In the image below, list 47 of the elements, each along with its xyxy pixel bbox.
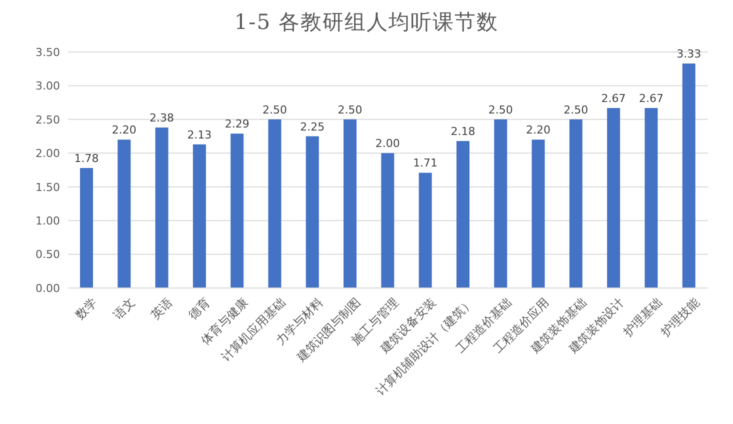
bar bbox=[268, 119, 282, 288]
bar bbox=[644, 108, 658, 288]
bar bbox=[418, 172, 432, 288]
x-tick-label: 语文 bbox=[110, 295, 138, 322]
bar bbox=[306, 136, 319, 288]
x-tick-label: 德育 bbox=[186, 295, 213, 322]
data-label: 2.50 bbox=[338, 103, 362, 116]
data-label: 1.78 bbox=[74, 152, 99, 165]
chart-title: 1-5 各教研组人均听课节数 bbox=[233, 9, 500, 36]
data-label: 2.50 bbox=[488, 103, 513, 116]
data-label: 2.50 bbox=[564, 103, 588, 116]
y-tick-label: 1.00 bbox=[36, 214, 60, 228]
y-tick-label: 2.50 bbox=[36, 113, 60, 126]
data-label: 1.71 bbox=[413, 156, 438, 170]
bar bbox=[118, 140, 131, 288]
data-label: 2.67 bbox=[638, 92, 664, 105]
data-label: 2.50 bbox=[262, 103, 287, 116]
data-label: 2.25 bbox=[300, 120, 325, 134]
bar bbox=[569, 119, 582, 288]
data-label: 2.20 bbox=[112, 124, 136, 137]
data-label: 2.18 bbox=[450, 125, 476, 138]
bar bbox=[80, 168, 93, 288]
x-tick-label: 数学 bbox=[72, 295, 100, 322]
y-tick-label: 0.50 bbox=[36, 248, 60, 262]
data-label: 2.13 bbox=[187, 128, 212, 142]
bar bbox=[494, 119, 508, 288]
data-label: 2.67 bbox=[601, 92, 626, 105]
bar bbox=[192, 144, 206, 288]
bar bbox=[230, 134, 244, 288]
bar bbox=[682, 63, 696, 288]
data-label: 2.20 bbox=[526, 124, 551, 137]
data-label: 2.29 bbox=[224, 118, 250, 131]
y-tick-label: 2.00 bbox=[36, 147, 60, 160]
data-label: 2.00 bbox=[375, 137, 400, 150]
bar bbox=[456, 141, 470, 288]
data-label: 3.33 bbox=[676, 47, 702, 60]
bar bbox=[155, 128, 168, 288]
bar bbox=[344, 119, 357, 288]
x-tick-label: 英语 bbox=[148, 295, 176, 322]
bar bbox=[381, 153, 394, 288]
y-tick-label: 1.50 bbox=[36, 180, 60, 194]
bar bbox=[607, 108, 620, 288]
y-tick-label: 3.00 bbox=[36, 80, 60, 93]
data-label: 2.38 bbox=[150, 112, 174, 125]
y-tick-label: 3.50 bbox=[36, 46, 60, 59]
bar bbox=[532, 140, 545, 288]
y-tick-label: 0.00 bbox=[36, 282, 60, 295]
